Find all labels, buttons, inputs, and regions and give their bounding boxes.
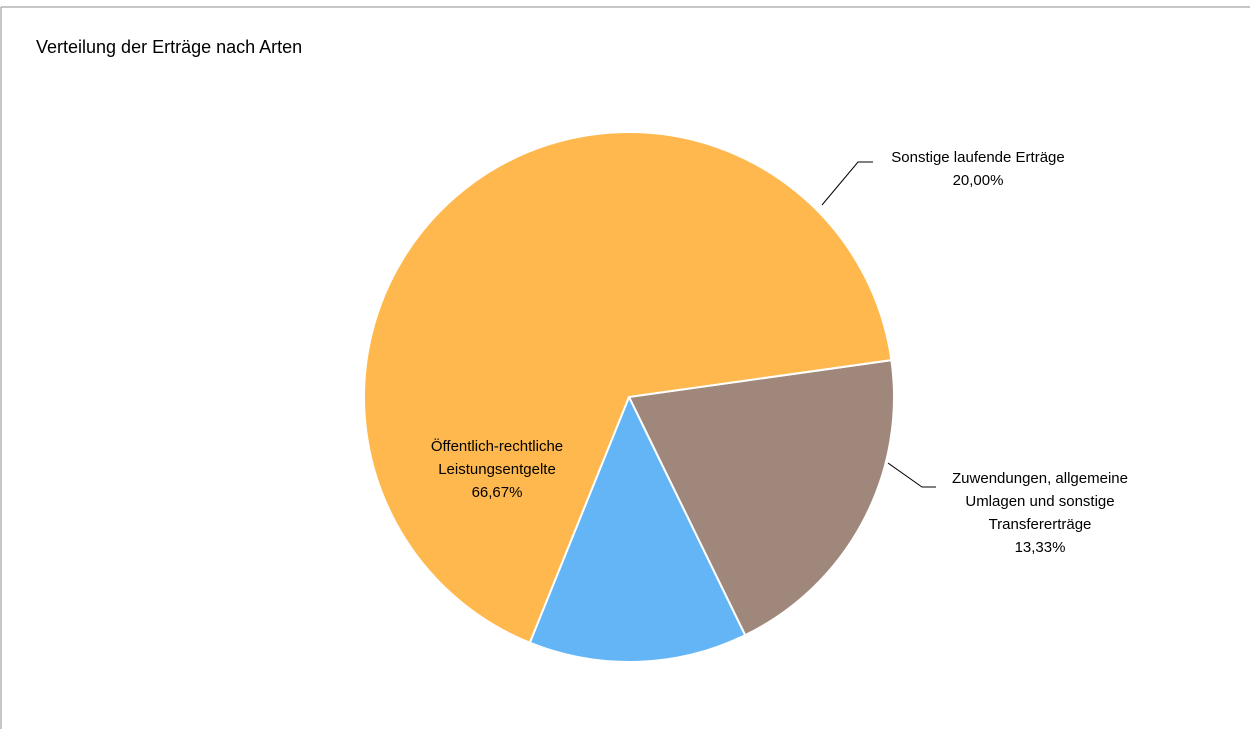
slice-percent-label-3: 66,67% xyxy=(472,484,523,501)
slice-percent-label-1: 20,00% xyxy=(953,172,1004,189)
slice-label-2-line-3: Transfererträge xyxy=(989,516,1092,533)
chart-title: Verteilung der Erträge nach Arten xyxy=(36,37,302,57)
pie-slice-2 xyxy=(528,394,747,663)
pie-slice-1 xyxy=(627,358,895,637)
pie-slice-3 xyxy=(363,130,893,645)
leader-lines xyxy=(821,161,936,488)
slice-percent-label-2: 13,33% xyxy=(1015,539,1066,556)
pie-slices xyxy=(363,130,895,663)
leader-line-1 xyxy=(821,161,873,206)
slice-labels: Sonstige laufende Erträge 20,00% Zuwendung… xyxy=(431,149,1128,556)
slice-label-2-line-1: Zuwendungen, allgemeine xyxy=(952,470,1128,487)
slice-label-1-line-1: Sonstige laufende Erträge xyxy=(891,149,1064,166)
slice-label-2-line-2: Umlagen und sonstige xyxy=(965,493,1114,510)
leader-line-2 xyxy=(887,462,936,488)
slice-label-3-line-1: Öffentlich-rechtliche xyxy=(431,437,563,455)
slice-label-3-line-2: Leistungsentgelte xyxy=(438,461,556,478)
